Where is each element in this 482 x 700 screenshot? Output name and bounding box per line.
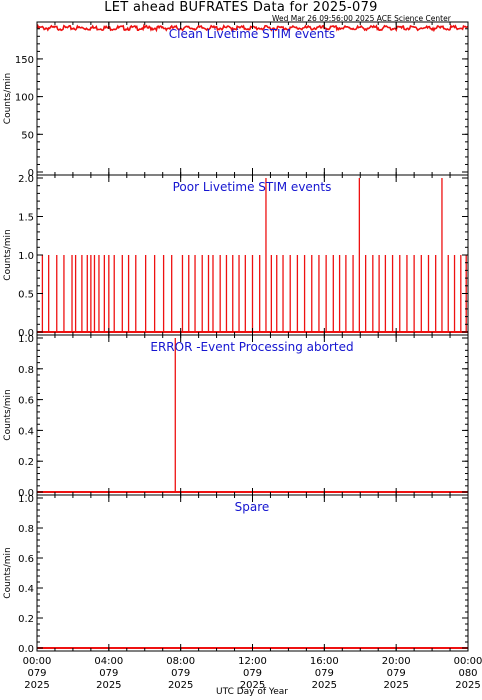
y-tick-label: 0.6 xyxy=(18,396,34,407)
y-tick-label: 0.4 xyxy=(18,426,34,437)
x-tick-doy: 079 xyxy=(243,668,262,679)
x-tick-time: 04:00 xyxy=(94,656,123,667)
y-tick-label: 0.0 xyxy=(18,644,34,655)
y-tick-label: 0.2 xyxy=(18,614,34,625)
y-axis-label: Counts/min xyxy=(3,389,13,440)
panel-title: Spare xyxy=(235,500,270,514)
y-axis-label: Counts/min xyxy=(3,229,13,280)
x-tick-time: 16:00 xyxy=(310,656,339,667)
y-axis-label: Counts/min xyxy=(3,547,13,598)
y-tick-label: 0 xyxy=(28,168,34,179)
y-tick-label: 0.6 xyxy=(18,554,34,565)
x-tick-time: 00:00 xyxy=(23,656,52,667)
x-tick-time: 20:00 xyxy=(382,656,411,667)
panel-frame xyxy=(36,21,469,176)
x-tick-time: 00:00 xyxy=(454,656,482,667)
y-tick-label: 1.0 xyxy=(18,334,34,345)
y-tick-label: 0.5 xyxy=(18,290,34,301)
panel-frame xyxy=(36,494,469,652)
y-tick-label: 150 xyxy=(15,55,34,66)
x-tick-year: 2025 xyxy=(383,680,408,691)
x-tick-doy: 079 xyxy=(99,668,118,679)
x-tick-time: 08:00 xyxy=(166,656,195,667)
x-tick-year: 2025 xyxy=(168,680,193,691)
x-tick-doy: 079 xyxy=(387,668,406,679)
y-tick-label: 0.8 xyxy=(18,524,34,535)
x-tick-year: 2025 xyxy=(96,680,121,691)
y-tick-label: 0.8 xyxy=(18,365,34,376)
x-axis-label: UTC Day of Year xyxy=(216,687,288,697)
y-tick-label: 1.0 xyxy=(18,251,34,262)
x-tick-year: 2025 xyxy=(312,680,337,691)
x-tick-doy: 080 xyxy=(458,668,477,679)
y-tick-label: 50 xyxy=(21,130,34,141)
x-tick-doy: 079 xyxy=(171,668,190,679)
y-tick-label: 0.0 xyxy=(18,328,34,339)
y-axis-label: Counts/min xyxy=(3,73,13,124)
panel-title: Clean Livetime STIM events xyxy=(169,27,335,41)
timestamp: Wed Mar 26 09:56:00 2025 ACE Science Cen… xyxy=(272,14,451,23)
y-tick-label: 100 xyxy=(15,93,34,104)
y-tick-label: 0.0 xyxy=(18,488,34,499)
panel-frame xyxy=(36,334,469,496)
x-tick-year: 2025 xyxy=(455,680,480,691)
y-tick-label: 1.5 xyxy=(18,213,34,224)
y-tick-label: 2.0 xyxy=(18,174,34,185)
x-tick-doy: 079 xyxy=(27,668,46,679)
page-title: LET ahead BUFRATES Data for 2025-079 xyxy=(104,0,378,15)
x-tick-year: 2025 xyxy=(24,680,49,691)
x-tick-year: 2025 xyxy=(240,680,265,691)
panel-title: ERROR -Event Processing aborted xyxy=(150,340,353,354)
x-tick-doy: 079 xyxy=(315,668,334,679)
panel-title: Poor Livetime STIM events xyxy=(173,180,332,194)
y-tick-label: 1.0 xyxy=(18,494,34,505)
y-tick-label: 0.4 xyxy=(18,584,34,595)
x-tick-time: 12:00 xyxy=(238,656,267,667)
y-tick-label: 0.2 xyxy=(18,457,34,468)
